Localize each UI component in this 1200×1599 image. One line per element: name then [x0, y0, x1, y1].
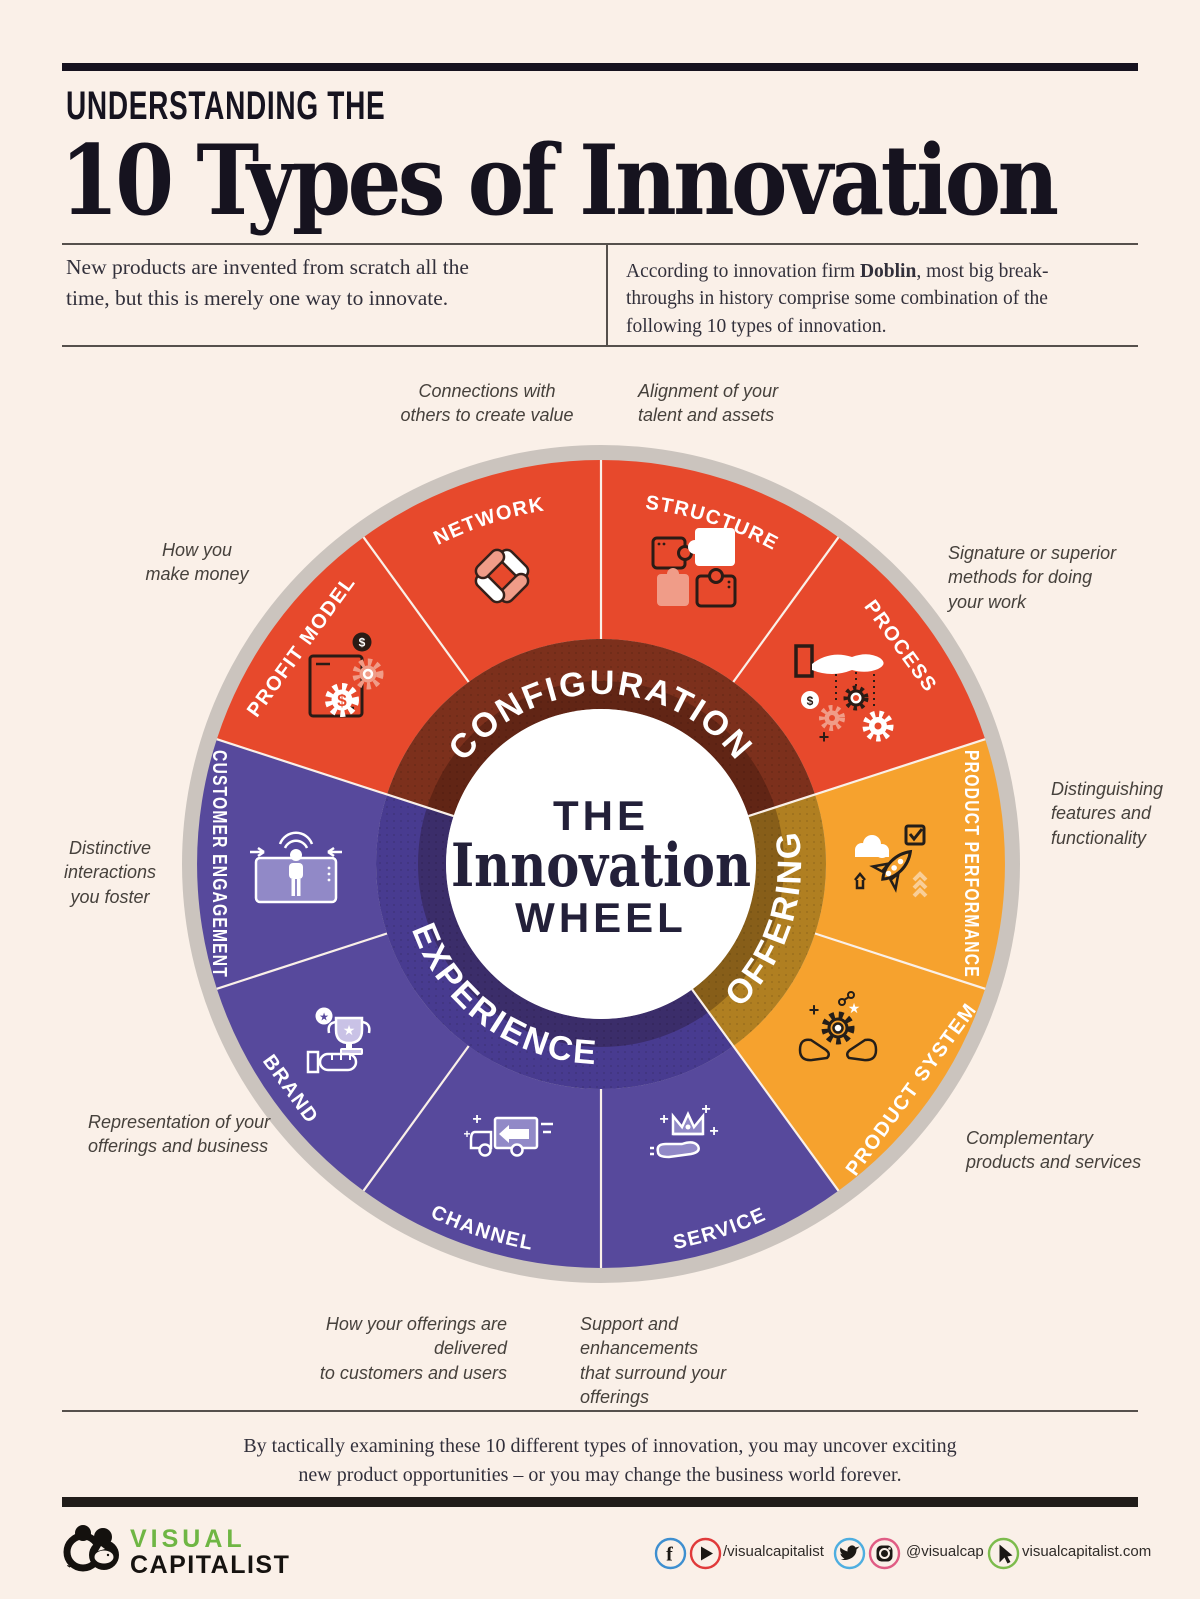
doblin-bold: Doblin [859, 261, 917, 282]
top-accent-bar [62, 63, 1138, 71]
visual-capitalist-logo-icon: $ [63, 1525, 119, 1572]
hub-shadow-ring [418, 681, 784, 1047]
svg-text:$: $ [359, 636, 366, 650]
annotation-service: Support and enhancements that surround y… [580, 1314, 727, 1408]
customer-engagement-icon [250, 831, 342, 904]
annotation-process: Signature or superior methods for doing … [948, 543, 1117, 612]
footer-accent-bar [62, 1497, 1138, 1507]
band-texture-1 [387, 638, 815, 817]
annotation-structure: Alignment of your talent and assets [638, 381, 779, 426]
svg-text:+: + [819, 727, 830, 747]
social-website[interactable]: visualcapitalist.com [1022, 1543, 1152, 1560]
annotation-network: Connections with others to create value [400, 381, 574, 426]
svg-text:+: + [659, 1111, 668, 1128]
segment-product-performance [815, 739, 1005, 989]
logo-visual: VISUAL [130, 1525, 246, 1553]
svg-text:f: f [666, 1544, 673, 1566]
intro-right-paragraph: According to innovation firm Doblin, mos… [626, 258, 1131, 340]
svg-text:+: + [709, 1123, 718, 1140]
twitter-icon[interactable] [833, 1537, 866, 1570]
band-texture-3 [375, 794, 734, 1090]
annotation-product-performance: Distinguishing features and functionalit… [1051, 779, 1164, 848]
hub-innovation: Innovation [451, 831, 751, 901]
annotation-profit-model: How you make money [145, 540, 249, 585]
facebook-icon[interactable]: f [654, 1537, 687, 1570]
social-handle-fb-yt[interactable]: /visualcapitalist [723, 1543, 824, 1560]
label-product-performance: PRODUCT PERFORMANCE [960, 750, 982, 978]
segment-channel [363, 1046, 601, 1268]
website-cursor-icon[interactable] [987, 1537, 1020, 1570]
social-handle-tw-ig[interactable]: @visualcap [906, 1543, 984, 1560]
divider-intro-bottom [62, 345, 1138, 347]
svg-text:★: ★ [319, 1012, 329, 1024]
intro-right-pre: According to innovation firm [626, 261, 860, 282]
divider-top [62, 243, 1138, 245]
visual-capitalist-logo-text: VISUAL CAPITALIST [130, 1526, 290, 1578]
svg-text:$: $ [337, 691, 347, 710]
annotation-channel: How your offerings are delivered to cust… [319, 1314, 507, 1383]
hub-wheel: WHEEL [515, 894, 687, 941]
svg-text:+: + [809, 1000, 820, 1020]
svg-text:$: $ [67, 1559, 73, 1570]
svg-text:★: ★ [343, 1022, 356, 1038]
kicker: UNDERSTANDING THE [66, 84, 386, 128]
service-icon: + + + [650, 1101, 719, 1159]
closing-text: By tactically examining these 10 differe… [243, 1435, 957, 1486]
intro-left-paragraph: New products are invented from scratch a… [66, 255, 469, 310]
segment-service [601, 1046, 839, 1268]
product-performance-icon [854, 824, 928, 898]
youtube-icon[interactable] [689, 1537, 722, 1570]
segment-profit-model [216, 537, 469, 795]
svg-text:+: + [463, 1127, 470, 1141]
wheel-hub [446, 709, 756, 1019]
outer-segments [197, 460, 1005, 1268]
intro-right-post: , most big break- throughs in history co… [626, 261, 1049, 337]
segment-dividers [216, 460, 986, 1268]
structure-icon [651, 528, 737, 608]
network-icon [474, 548, 530, 604]
svg-text:$: $ [807, 694, 814, 708]
brand-icon: ★ ★ [306, 1007, 371, 1074]
segment-product-system [733, 933, 986, 1191]
band-texture-2 [692, 794, 827, 1046]
divider-footer [62, 1410, 1138, 1412]
label-customer-engagement: CUSTOMER ENGAGEMENT [208, 750, 230, 978]
annotation-customer-engagement: Distinctive interactions you foster [63, 838, 157, 907]
svg-text:★: ★ [848, 1000, 861, 1016]
intro-vertical-divider [606, 243, 608, 345]
product-system-icon: + ★ [798, 991, 878, 1062]
channel-icon: + + [463, 1111, 553, 1157]
process-icon: $ + [794, 644, 894, 747]
instagram-icon[interactable] [868, 1537, 901, 1570]
inner-band [375, 638, 827, 1090]
profit-model-icon: $ $ [308, 632, 384, 718]
logo-capitalist: CAPITALIST [130, 1551, 291, 1579]
annotation-brand: Representation of your offerings and bus… [88, 1112, 271, 1157]
annotation-product-system: Complementary products and services [966, 1128, 1142, 1173]
svg-text:+: + [472, 1111, 481, 1128]
hub-the: THE [553, 792, 649, 839]
svg-text:+: + [701, 1101, 710, 1118]
page-title: 10 Types of Innovation [60, 124, 1059, 237]
